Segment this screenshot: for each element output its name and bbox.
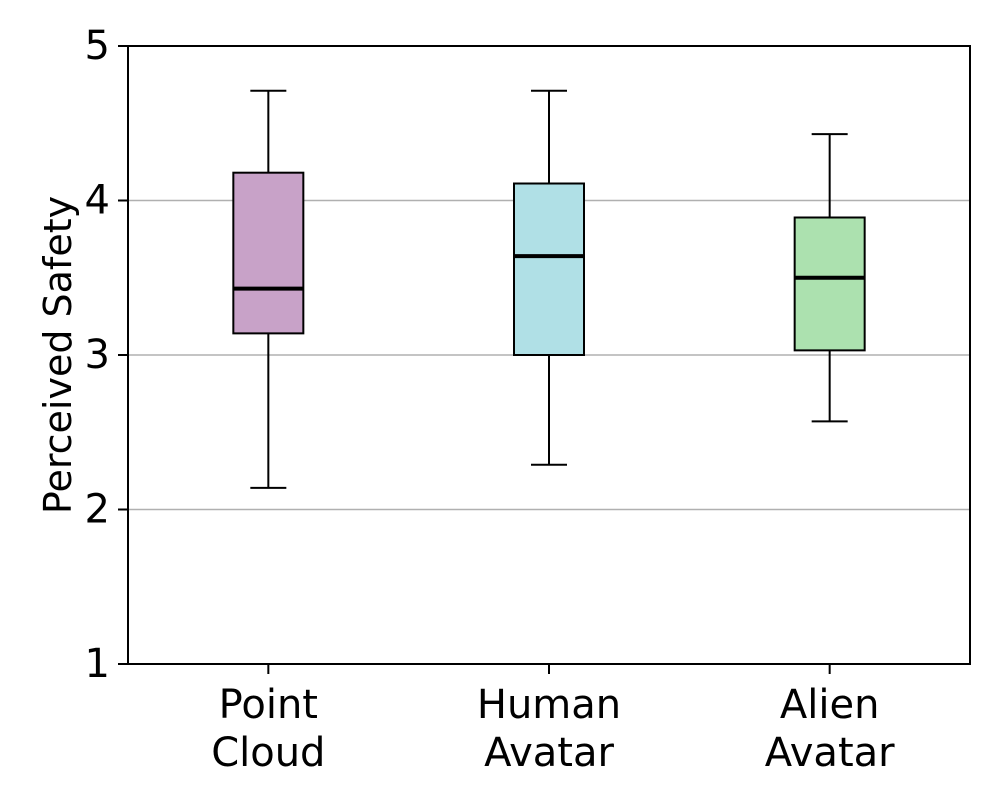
x-tick-label: Point Cloud bbox=[211, 682, 325, 776]
y-tick-label: 2 bbox=[85, 487, 110, 533]
boxes bbox=[233, 91, 864, 488]
x-tick-label: Human Avatar bbox=[477, 682, 621, 776]
box-human-avatar bbox=[514, 91, 584, 465]
box-point-cloud bbox=[233, 91, 303, 488]
x-tick-label: Alien Avatar bbox=[765, 682, 895, 776]
iqr-box bbox=[233, 173, 303, 334]
y-axis-ticks: 1 2 3 4 5 bbox=[85, 23, 128, 687]
iqr-box bbox=[514, 184, 584, 355]
y-axis-label: Perceived Safety bbox=[36, 196, 80, 514]
x-axis-ticks: Point Cloud Human Avatar Alien Avatar bbox=[211, 664, 895, 776]
y-tick-label: 4 bbox=[85, 178, 110, 224]
y-tick-label: 3 bbox=[85, 332, 110, 378]
box-plot-chart: 1 2 3 4 5 Point Cloud Human Avatar Alien Avatar P… bbox=[0, 0, 1000, 800]
y-tick-label: 5 bbox=[85, 23, 110, 69]
iqr-box bbox=[795, 217, 865, 350]
box-alien-avatar bbox=[795, 134, 865, 421]
y-tick-label: 1 bbox=[85, 641, 110, 687]
